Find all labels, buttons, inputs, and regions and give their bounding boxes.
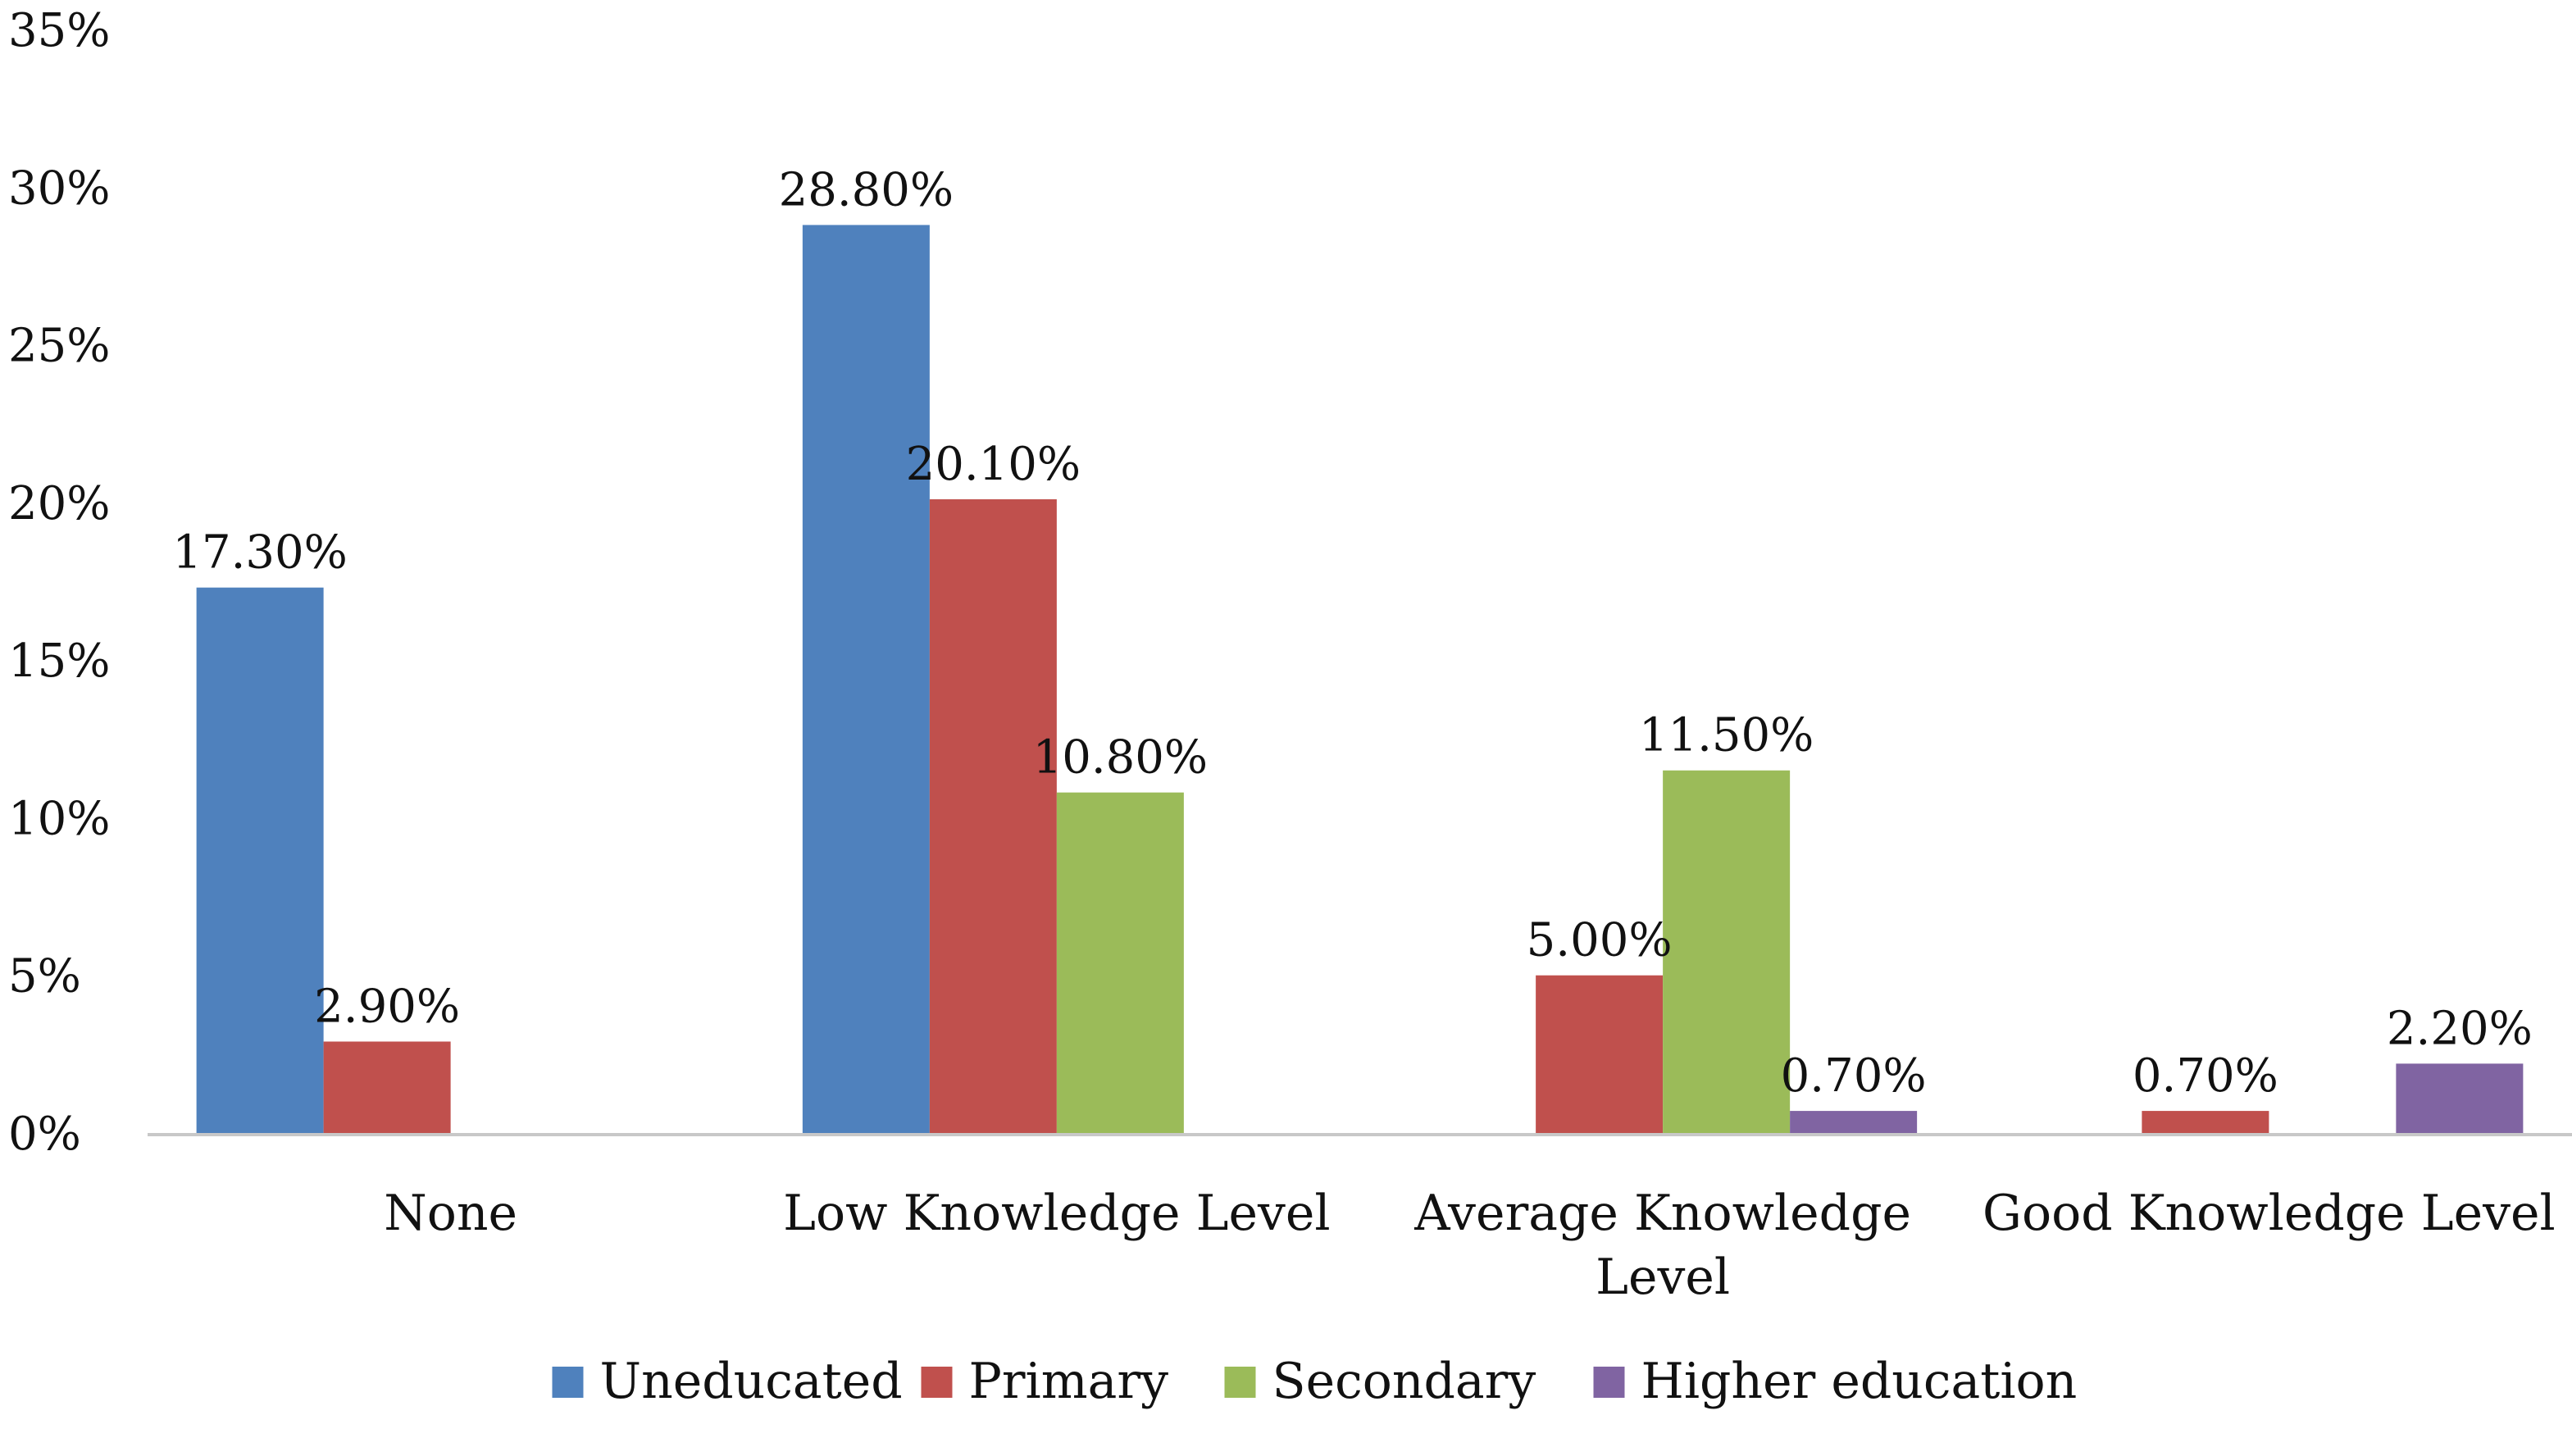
data-labels-group: 17.30% 28.80% 2.90% 20.10% 5.00% 0.70% 10.80% 1… — [172, 163, 2532, 1103]
x-category-label: Good Knowledge Level — [1982, 1185, 2556, 1242]
data-label: 0.70% — [2133, 1049, 2278, 1103]
data-label: 28.80% — [779, 163, 954, 216]
x-category-label: Low Knowledge Level — [783, 1185, 1330, 1242]
bar-secondary — [1663, 770, 1791, 1133]
bar-primary — [323, 1041, 451, 1133]
data-label: 0.70% — [1781, 1049, 1927, 1103]
data-label: 2.90% — [314, 980, 460, 1033]
y-tick-label: 35% — [8, 4, 110, 57]
bar-higher-education — [2396, 1063, 2524, 1133]
data-label: 11.50% — [1639, 709, 1814, 762]
bars-group — [196, 225, 2524, 1133]
legend-label: Higher education — [1641, 1353, 2078, 1410]
bar-secondary — [1056, 792, 1184, 1133]
y-tick-label: 25% — [8, 320, 110, 373]
bar-uneducated — [196, 587, 324, 1133]
x-axis-category-labels: None Low Knowledge Level Average Knowledge… — [384, 1185, 2555, 1306]
legend: Uneducated Primary Secondary Higher educati… — [552, 1353, 2078, 1410]
legend-swatch — [1593, 1367, 1625, 1398]
x-category-label: Average Knowledge — [1413, 1185, 1911, 1242]
y-tick-label: 20% — [8, 477, 110, 530]
x-category-label: Level — [1596, 1249, 1730, 1306]
data-label: 5.00% — [1527, 914, 1673, 967]
x-category-label: None — [384, 1185, 517, 1242]
legend-label: Secondary — [1272, 1353, 1536, 1410]
y-tick-label: 10% — [8, 792, 110, 845]
bar-uneducated — [802, 225, 930, 1133]
legend-swatch — [552, 1367, 584, 1398]
y-axis-tick-labels: 0% 5% 10% 15% 20% 25% 30% 35% — [8, 4, 110, 1161]
data-label: 2.20% — [2387, 1002, 2533, 1055]
legend-swatch — [1224, 1367, 1256, 1398]
legend-label: Primary — [969, 1353, 1169, 1410]
data-label: 17.30% — [172, 526, 348, 580]
y-tick-label: 5% — [8, 950, 81, 1003]
y-tick-label: 0% — [8, 1108, 81, 1161]
bar-higher-education — [1790, 1111, 1918, 1133]
data-label: 20.10% — [906, 438, 1081, 491]
bar-primary — [2142, 1111, 2269, 1133]
legend-label: Uneducated — [600, 1353, 903, 1410]
bar-primary — [929, 499, 1057, 1133]
bar-primary — [1536, 975, 1664, 1133]
y-tick-label: 30% — [8, 162, 110, 215]
legend-swatch — [921, 1367, 953, 1398]
y-tick-label: 15% — [8, 635, 110, 688]
data-label: 10.80% — [1033, 731, 1209, 785]
